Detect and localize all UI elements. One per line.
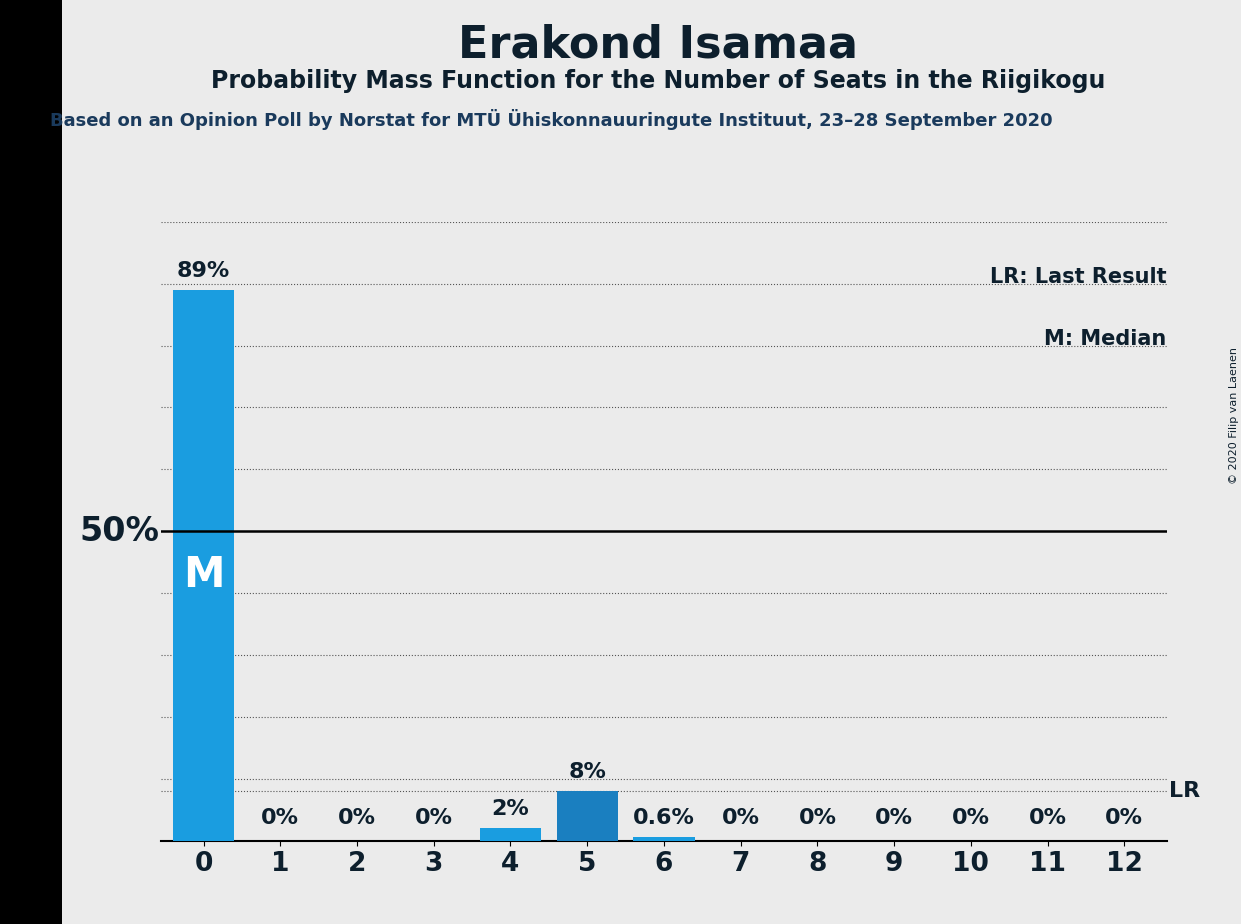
Text: 0%: 0% <box>414 808 453 829</box>
Text: 0%: 0% <box>1029 808 1066 829</box>
Text: 0%: 0% <box>262 808 299 829</box>
Text: 0%: 0% <box>798 808 836 829</box>
Text: Erakond Isamaa: Erakond Isamaa <box>458 23 858 67</box>
Text: Based on an Opinion Poll by Norstat for MTÜ Ühiskonnauuringute Instituut, 23–28 : Based on an Opinion Poll by Norstat for … <box>50 109 1052 130</box>
Text: Probability Mass Function for the Number of Seats in the Riigikogu: Probability Mass Function for the Number… <box>211 69 1104 93</box>
Bar <box>556 791 618 841</box>
Text: 0%: 0% <box>722 808 759 829</box>
Text: 0%: 0% <box>338 808 376 829</box>
Text: LR: Last Result: LR: Last Result <box>990 267 1167 287</box>
Text: 0%: 0% <box>952 808 990 829</box>
Text: M: M <box>182 553 225 596</box>
Text: © 2020 Filip van Laenen: © 2020 Filip van Laenen <box>1229 347 1239 484</box>
Text: 50%: 50% <box>79 515 160 548</box>
Bar <box>480 829 541 841</box>
Text: 0.6%: 0.6% <box>633 808 695 828</box>
Text: 8%: 8% <box>568 762 606 782</box>
Text: 0%: 0% <box>875 808 913 829</box>
Text: LR: LR <box>1169 782 1200 801</box>
Bar <box>633 837 695 841</box>
Text: 89%: 89% <box>177 261 230 281</box>
Bar <box>172 290 235 841</box>
Text: M: Median: M: Median <box>1044 329 1167 349</box>
Text: 0%: 0% <box>1106 808 1143 829</box>
Text: 2%: 2% <box>491 799 530 820</box>
